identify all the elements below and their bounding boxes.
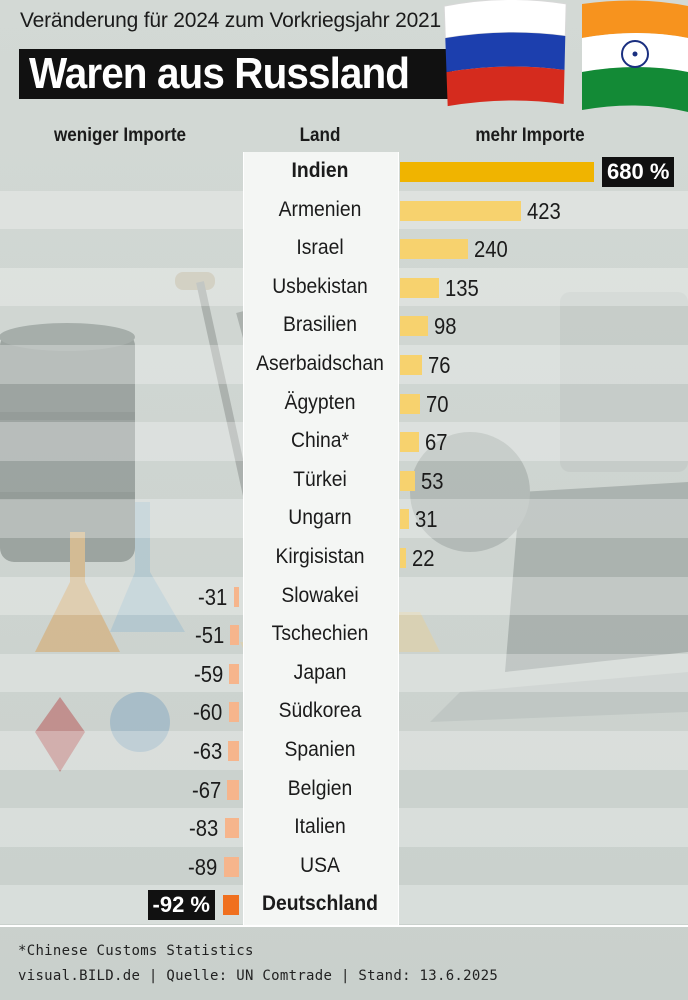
chart-row: Spanien -63 [0, 731, 688, 769]
country-label: Israel [296, 236, 344, 260]
chart-subtitle: Veränderung für 2024 zum Vorkriegsjahr 2… [20, 9, 442, 32]
country-label: Brasilien [282, 313, 358, 337]
gemstone-icon [35, 692, 170, 772]
chart-row: Ungarn 31 [0, 499, 688, 537]
flask-icon [35, 502, 185, 652]
source-line: visual.BILD.de | Quelle: UN Comtrade | S… [18, 968, 499, 984]
data-label: 135 [444, 274, 479, 301]
chart-row: Deutschland -92 % [0, 885, 688, 923]
country-label: Belgien [287, 776, 353, 800]
country-label: Aserbaidschan [256, 352, 384, 375]
chart-row: Brasilien 98 [0, 306, 688, 344]
bar [400, 509, 409, 530]
country-label: Tschechien [271, 622, 369, 646]
country-label: Armenien [278, 197, 362, 221]
bar [400, 162, 594, 182]
bar [224, 818, 239, 839]
country-label: Südkorea [278, 699, 362, 723]
country-label: Ungarn [288, 506, 352, 530]
data-label: -92 % [147, 890, 215, 921]
chart-row: Kirgisistan 22 [0, 538, 688, 576]
bar [400, 470, 416, 491]
chart-title: Waren aus Russland [29, 49, 410, 98]
bar [400, 200, 521, 221]
country-label: China* [290, 429, 349, 453]
footnote: *Chinese Customs Statistics [18, 943, 254, 959]
bar [400, 239, 469, 260]
data-label: 680 % [602, 157, 675, 187]
chart-row: Indien 680 % [0, 152, 688, 190]
data-label: -89 [188, 853, 218, 880]
country-label: Türkei [293, 467, 347, 491]
chart-row: USA -89 [0, 847, 688, 885]
data-label: 423 [526, 197, 561, 224]
chart-row: Aserbaidschan 76 [0, 345, 688, 383]
chart-row: Tschechien -51 [0, 615, 688, 653]
oil-barrel-icon [0, 323, 135, 562]
chart-row: Armenien 423 [0, 191, 688, 229]
bar [227, 779, 239, 800]
chart-title-box: Waren aus Russland [19, 49, 453, 99]
chart-row: Ägypten 70 [0, 384, 688, 422]
header-fewer-imports: weniger Importe [53, 125, 187, 146]
country-label: Usbekistan [272, 274, 368, 298]
data-label: 240 [474, 236, 509, 263]
russia-flag-icon [443, 0, 567, 107]
chart-row: Südkorea -60 [0, 692, 688, 730]
bar [400, 393, 420, 414]
bar [400, 432, 420, 453]
country-label: Kirgisistan [275, 545, 365, 568]
country-label: Slowakei [281, 583, 359, 607]
country-label: Japan [293, 660, 347, 684]
chart-row: Japan -59 [0, 654, 688, 692]
bar [228, 702, 239, 723]
chart-row: Slowakei -31 [0, 577, 688, 615]
chart-row: Italien -83 [0, 808, 688, 846]
data-label: 67 [425, 429, 448, 456]
footer-divider [0, 925, 688, 927]
country-label: Spanien [284, 738, 356, 761]
country-label: Indien [291, 159, 349, 182]
country-label: Deutschland [262, 892, 378, 916]
india-flag-icon [582, 0, 688, 112]
laptop-icon [430, 482, 688, 722]
bar [223, 895, 239, 916]
header-country: Land [299, 125, 341, 146]
data-label: -67 [192, 776, 222, 803]
data-label: -63 [192, 738, 223, 764]
data-label: -31 [198, 583, 228, 610]
country-column [243, 152, 399, 925]
chart-row: Türkei 53 [0, 461, 688, 499]
engine-icon [410, 292, 688, 552]
country-label: Italien [294, 815, 346, 839]
data-label: 22 [412, 545, 435, 571]
data-label: 53 [421, 467, 444, 494]
country-label: Ägypten [284, 390, 356, 414]
data-label: -59 [193, 660, 223, 687]
bar [228, 663, 239, 684]
chart-row: Belgien -67 [0, 770, 688, 808]
header-more-imports: mehr Importe [475, 125, 585, 146]
bar [228, 741, 239, 761]
data-label: 76 [427, 352, 451, 378]
country-label: USA [300, 853, 340, 877]
data-label: 31 [414, 506, 438, 533]
data-label: -83 [189, 815, 219, 842]
data-label: 70 [425, 390, 449, 417]
chart-row: Usbekistan 135 [0, 268, 688, 306]
data-label: -51 [194, 622, 225, 649]
bar [400, 277, 439, 298]
data-label: -60 [193, 699, 223, 726]
bar [230, 625, 239, 646]
bar [223, 856, 239, 877]
data-label: 98 [433, 313, 457, 340]
chart-row: Israel 240 [0, 229, 688, 267]
bar [233, 586, 239, 607]
bar [400, 548, 407, 568]
chart-row: China* 67 [0, 422, 688, 460]
bar [400, 316, 428, 337]
bar [400, 355, 422, 375]
